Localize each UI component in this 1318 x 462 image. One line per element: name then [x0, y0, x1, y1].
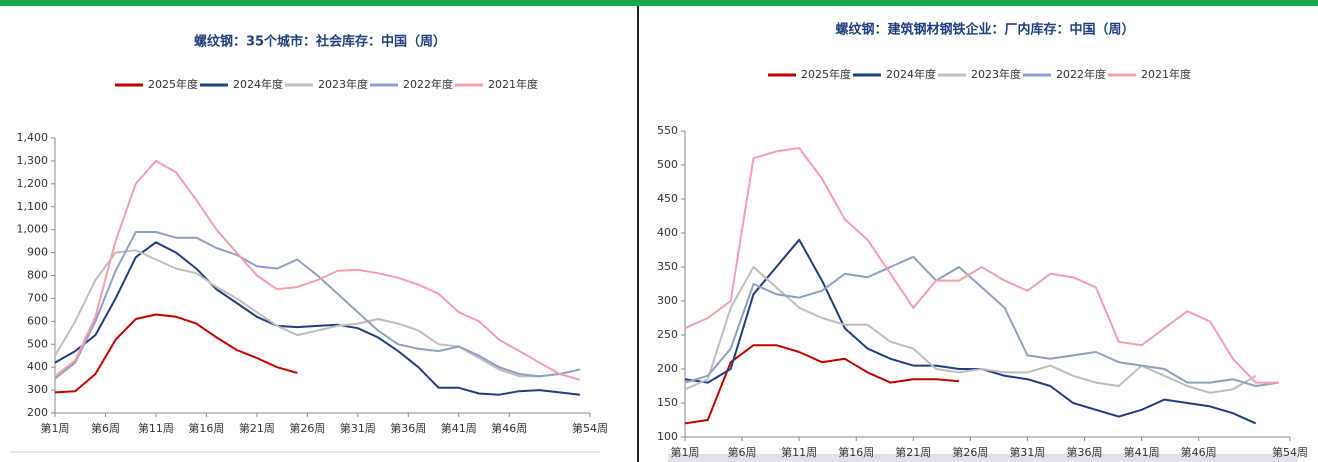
legend-label: 2022年度	[403, 77, 453, 91]
chart-title: 螺纹钢：35个城市：社会库存：中国（周）	[194, 34, 446, 50]
y-tick-label: 150	[657, 396, 678, 409]
series-line	[684, 344, 960, 425]
x-tick-label: 第6周	[91, 421, 120, 435]
y-tick-label: 500	[657, 158, 678, 171]
y-tick-label: 900	[27, 246, 48, 259]
legend-label: 2022年度	[1056, 67, 1106, 81]
series-line	[684, 238, 1257, 425]
series-line	[684, 266, 1257, 394]
y-tick-label: 1,000	[17, 223, 49, 236]
y-tick-label: 300	[657, 294, 678, 307]
x-tick-label: 第1周	[671, 445, 700, 459]
y-tick-label: 200	[27, 406, 48, 419]
y-tick-label: 550	[657, 124, 678, 137]
x-tick-label: 第41周	[1124, 445, 1160, 459]
y-tick-label: 1,100	[17, 200, 49, 213]
x-tick-label: 第41周	[441, 421, 477, 435]
y-tick-label: 1,400	[17, 131, 49, 144]
y-tick-label: 200	[657, 362, 678, 375]
legend-label: 2023年度	[318, 77, 368, 91]
series-line	[54, 231, 581, 380]
x-tick-label: 第16周	[838, 445, 874, 459]
x-tick-label: 第31周	[1009, 445, 1045, 459]
legend-label: 2023年度	[971, 67, 1021, 81]
series-line	[684, 255, 1279, 387]
top-bar	[0, 0, 1318, 6]
y-tick-label: 700	[27, 291, 48, 304]
x-tick-label: 第26周	[289, 421, 325, 435]
chart-title: 螺纹钢：建筑钢材钢铁企业：厂内库存：中国（周）	[835, 22, 1134, 38]
y-tick-label: 800	[27, 269, 48, 282]
x-tick-label: 第11周	[781, 445, 817, 459]
legend-label: 2021年度	[1141, 67, 1191, 81]
x-tick-label: 第6周	[728, 445, 757, 459]
legend-label: 2021年度	[488, 77, 538, 91]
x-tick-label: 第26周	[952, 445, 988, 459]
y-tick-label: 250	[657, 328, 678, 341]
x-tick-label: 第36周	[390, 421, 426, 435]
y-tick-label: 1,300	[17, 154, 49, 167]
x-tick-label: 第31周	[340, 421, 376, 435]
y-tick-label: 300	[27, 383, 48, 396]
legend-label: 2025年度	[148, 77, 198, 91]
series-line	[54, 249, 560, 378]
y-tick-label: 500	[27, 337, 48, 350]
x-tick-label: 第1周	[41, 421, 70, 435]
legend-label: 2025年度	[801, 67, 851, 81]
x-tick-label: 第46周	[491, 421, 527, 435]
y-tick-label: 350	[657, 260, 678, 273]
series-line	[54, 159, 581, 381]
x-tick-label: 第36周	[1067, 445, 1103, 459]
x-tick-label: 第21周	[239, 421, 275, 435]
legend-label: 2024年度	[886, 67, 936, 81]
y-tick-label: 1,200	[17, 177, 49, 190]
x-tick-label: 第54周	[1272, 445, 1308, 459]
x-tick-label: 第54周	[572, 421, 608, 435]
series-line	[684, 147, 1279, 384]
legend-label: 2024年度	[233, 77, 283, 91]
y-tick-label: 400	[657, 226, 678, 239]
x-tick-label: 第46周	[1181, 445, 1217, 459]
series-line	[54, 241, 581, 396]
x-tick-label: 第11周	[138, 421, 174, 435]
y-tick-label: 100	[657, 430, 678, 443]
y-tick-label: 600	[27, 314, 48, 327]
x-tick-label: 第16周	[188, 421, 224, 435]
footer-box	[668, 454, 1298, 462]
y-tick-label: 450	[657, 192, 678, 205]
series-line	[54, 313, 298, 394]
y-tick-label: 400	[27, 360, 48, 373]
x-tick-label: 第21周	[895, 445, 931, 459]
